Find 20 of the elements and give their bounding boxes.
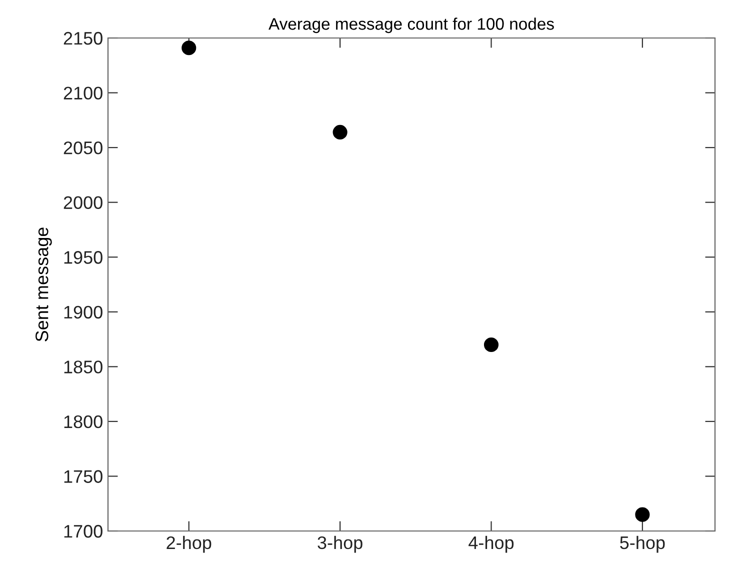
y-axis-title: Sent message (36, 228, 52, 342)
x-tick-label: 4-hop (468, 536, 514, 553)
y-tick-label: 2150 (64, 32, 102, 45)
point (182, 40, 196, 56)
y-tick-label: 1700 (64, 524, 102, 538)
point (332, 124, 348, 140)
point (635, 507, 650, 522)
x-tick-label: 5-hop (620, 536, 665, 553)
x-tick-label: 2-hop (166, 536, 212, 553)
y-tick-label: 1900 (64, 306, 102, 319)
point (484, 337, 499, 352)
y-tick-label: 1750 (64, 470, 102, 483)
y-tick-label: 2050 (64, 141, 102, 154)
chart-title: Average message count for 100 nodes (268, 18, 554, 34)
y-tick-label: 1800 (64, 415, 102, 428)
y-tick-label: 2100 (64, 86, 102, 100)
x-tick-label: 3-hop (318, 536, 362, 553)
y-tick-label: 2000 (64, 196, 102, 210)
y-tick-label: 1950 (64, 251, 102, 264)
y-tick-label: 1850 (64, 360, 102, 374)
